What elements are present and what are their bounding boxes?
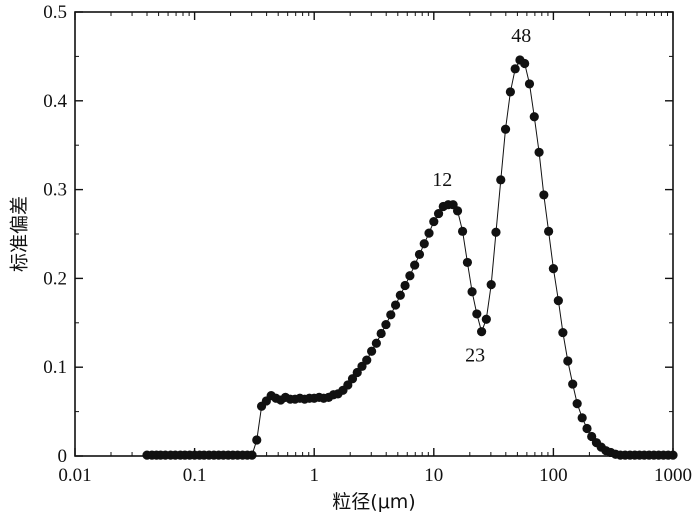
data-point	[524, 79, 535, 89]
y-tick-label: 0.4	[43, 91, 67, 112]
y-tick-label: 0.5	[43, 2, 67, 23]
y-tick-label: 0.2	[43, 268, 67, 289]
data-point	[477, 327, 487, 337]
data-point	[252, 435, 262, 445]
peak-annotation: 23	[465, 345, 485, 367]
data-point	[457, 226, 468, 236]
data-point	[558, 327, 568, 338]
x-tick-label: 1	[309, 465, 319, 486]
y-tick-label: 0.1	[43, 357, 67, 378]
x-tick-label: 10	[424, 465, 443, 486]
data-point	[405, 271, 415, 281]
series-line	[147, 59, 673, 456]
data-point	[419, 239, 429, 249]
annotation-layer: 12 23 48	[432, 25, 531, 367]
data-point	[577, 413, 587, 423]
data-point	[491, 227, 501, 237]
data-point	[500, 124, 511, 134]
y-axis-ticks: 0 0.1 0.2 0.3 0.4 0.5	[43, 2, 673, 467]
data-point	[520, 58, 530, 69]
data-point	[376, 328, 386, 339]
data-point	[529, 112, 539, 122]
data-point	[371, 338, 381, 348]
data-point	[582, 423, 592, 434]
data-point	[433, 208, 444, 219]
data-point	[462, 257, 473, 268]
data-point	[424, 228, 434, 238]
x-tick-label: 0.1	[183, 465, 207, 486]
peak-annotation: 12	[432, 169, 452, 191]
data-point	[429, 216, 439, 227]
data-point	[481, 314, 491, 324]
y-tick-label: 0	[58, 446, 68, 467]
data-point	[386, 310, 396, 320]
data-point	[467, 287, 477, 297]
data-point	[400, 280, 410, 291]
data-point	[395, 290, 405, 300]
data-point	[347, 374, 358, 384]
x-axis-ticks: 0.01 0.1 1 10 100 1000	[58, 12, 692, 486]
data-point	[410, 260, 420, 270]
data-point	[510, 64, 520, 74]
data-points-layer	[142, 55, 678, 460]
data-point	[505, 87, 516, 97]
y-tick-label: 0.3	[43, 180, 67, 201]
x-axis-title: 粒径(μm)	[332, 491, 415, 513]
data-point	[486, 280, 496, 290]
data-point	[563, 356, 573, 366]
data-point	[553, 296, 563, 306]
data-point	[587, 431, 597, 442]
data-point	[496, 175, 506, 185]
data-point	[390, 300, 401, 310]
data-point	[572, 399, 582, 409]
data-point	[247, 450, 257, 460]
data-point	[414, 249, 425, 260]
x-tick-label: 1000	[654, 465, 692, 486]
data-point	[381, 319, 391, 330]
data-point	[452, 206, 463, 216]
y-axis-title: 标准偏差	[9, 196, 31, 272]
data-point	[472, 309, 482, 319]
data-point	[367, 346, 377, 356]
peak-annotation: 48	[511, 25, 531, 47]
x-tick-label: 100	[539, 465, 568, 486]
x-tick-label: 0.01	[58, 465, 91, 486]
data-point	[362, 355, 372, 365]
data-point	[539, 190, 549, 200]
plot-frame	[74, 11, 674, 457]
data-line-layer	[147, 59, 673, 456]
data-point	[548, 264, 559, 274]
data-point	[534, 147, 544, 157]
data-point	[568, 379, 578, 389]
data-point	[357, 361, 367, 371]
data-point	[544, 226, 554, 236]
data-point	[352, 367, 362, 378]
